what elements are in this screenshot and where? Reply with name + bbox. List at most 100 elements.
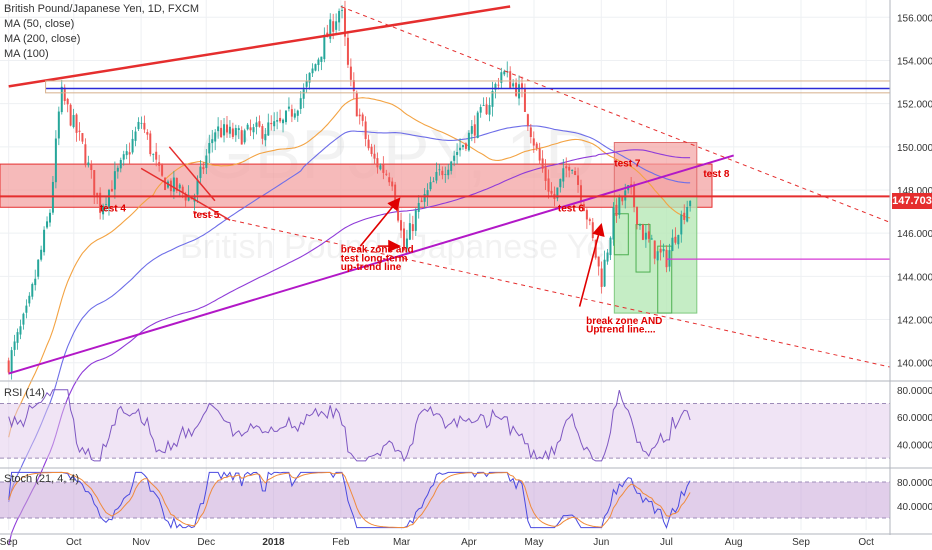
y-tick-label: 154.000 [897,56,932,67]
upper-channel-line [8,5,511,88]
candle-body [585,210,588,220]
x-tick-label: Jun [593,537,609,548]
candle-body [674,236,677,243]
candle-body [323,34,326,60]
candle-body [261,126,264,139]
candle-body [140,122,143,124]
legend-ma200[interactable]: MA (200, close) [4,33,81,45]
candle-body [577,175,580,185]
candle-body [343,8,346,37]
candle-body [414,210,417,231]
candle-body [158,162,161,166]
candle-body [597,256,600,267]
candle-body [385,173,388,175]
candle-body [264,134,267,141]
candle-body [450,161,453,171]
candle-body [662,249,665,252]
candle-body [155,151,158,160]
x-tick-label: Nov [132,537,150,548]
candle-body [464,143,467,149]
candle-body [282,119,285,124]
legend-ma50[interactable]: MA (50, close) [4,18,75,30]
annotation-arrows [359,197,605,307]
candle-body [25,305,28,313]
candle-body [647,231,650,239]
candle-body [479,107,482,113]
candle-body [423,194,426,202]
candle-body [650,238,653,240]
candle-body [615,204,618,216]
x-tick-label: Oct [66,537,82,548]
candle-body [296,110,299,116]
candle-body [402,228,405,250]
candle-body [164,177,167,190]
x-tick-label: Jul [660,537,673,548]
stoch-d-line [8,471,691,528]
candle-body [453,155,456,161]
candle-body [441,170,444,176]
candle-body [512,83,515,87]
candle-body [299,98,302,109]
candle-body [205,155,208,168]
candle-body [574,170,577,175]
y-tick-label: 156.000 [897,13,932,24]
candle-body [99,192,102,213]
candle-body [364,121,367,140]
candle-body [96,192,99,196]
symbol-title: British Pound/Japanese Yen, 1D, FXCM [4,3,200,15]
candle-body [223,124,226,136]
candle-body [461,145,464,148]
annotation-label: test 7 [614,158,641,169]
candle-body [317,59,320,65]
rsi-label[interactable]: RSI (14) [4,387,45,399]
stoch-label[interactable]: Stoch (21, 4, 4) [4,473,80,485]
candle-body [131,138,134,153]
candle-body [482,105,485,106]
candle-body [122,154,125,160]
ma100-line [8,125,691,503]
candle-body [13,341,16,350]
watermark-sub: British Pound / Japanese Yen [180,228,624,266]
candle-body [258,121,261,127]
candle-body [243,130,246,143]
candle-body [54,138,57,183]
x-tick-label: Dec [197,537,215,548]
candle-body [550,190,553,194]
test5-wedge-upper [168,146,216,202]
candle-body [335,21,338,30]
stoch-k-line [8,471,691,529]
legend-ma100[interactable]: MA (100) [4,48,49,60]
stoch-band [0,482,890,518]
ma200-line [8,149,691,546]
y-tick-label: 144.000 [897,272,932,283]
candle-body [276,120,279,122]
candle-body [40,249,43,260]
candle-body [397,203,400,221]
y-tick-label: 148.000 [897,186,932,197]
candle-body [588,219,591,222]
candle-body [22,313,25,325]
candle-body [671,237,674,252]
candle-body [134,131,137,141]
candle-body [612,207,615,240]
candle-body [467,132,470,151]
candle-body [19,326,22,335]
descending-support-line [193,211,891,368]
green-step-box [657,245,673,314]
candle-body [119,159,122,169]
candle-body [656,251,659,261]
candle-body [641,224,644,240]
annotation-label: break zone AND [586,316,662,327]
candle-body [302,89,305,99]
candle-body [426,190,429,197]
candle-body [411,224,414,232]
candle-body [653,240,656,259]
candle-body [485,104,488,115]
candle-body [579,185,582,203]
x-tick-label: Apr [461,537,477,548]
candle-body [559,178,562,188]
candle-body [90,163,93,171]
trend-lines[interactable] [0,5,891,375]
